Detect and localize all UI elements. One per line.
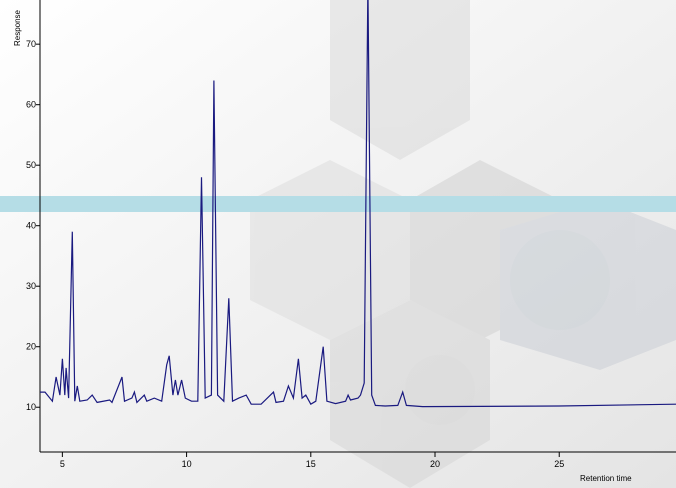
y-tick-label: 20 xyxy=(26,342,36,352)
x-axis-label: Retention time xyxy=(580,474,632,483)
highlight-band xyxy=(0,196,676,212)
y-tick-label: 60 xyxy=(26,100,36,110)
y-tick-label: 30 xyxy=(26,281,36,291)
y-tick-label: 50 xyxy=(26,160,36,170)
x-tick-label: 25 xyxy=(554,459,564,469)
y-tick-label: 40 xyxy=(26,221,36,231)
y-tick-label: 10 xyxy=(26,402,36,412)
y-axis-label: Response xyxy=(13,9,22,46)
y-tick-label: 70 xyxy=(26,39,36,49)
chart: Response Retention time 10 20 30 40 50 60 70 5 1… xyxy=(0,0,676,488)
x-tick-label: 10 xyxy=(182,459,192,469)
x-tick-label: 15 xyxy=(306,459,316,469)
x-tick-label: 5 xyxy=(60,459,65,469)
x-tick-label: 20 xyxy=(430,459,440,469)
